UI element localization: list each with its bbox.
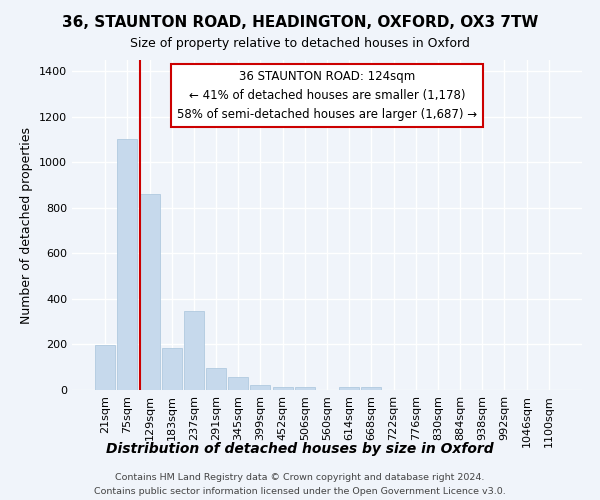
Text: Contains HM Land Registry data © Crown copyright and database right 2024.: Contains HM Land Registry data © Crown c…: [115, 472, 485, 482]
Bar: [339, 388, 359, 390]
Bar: [228, 378, 248, 390]
Bar: [95, 345, 115, 390]
Bar: [140, 194, 160, 390]
Text: 36 STAUNTON ROAD: 124sqm
← 41% of detached houses are smaller (1,178)
58% of sem: 36 STAUNTON ROAD: 124sqm ← 41% of detach…: [177, 70, 477, 121]
Bar: [361, 388, 382, 390]
Bar: [162, 348, 182, 390]
Bar: [250, 385, 271, 390]
Text: Contains public sector information licensed under the Open Government Licence v3: Contains public sector information licen…: [94, 488, 506, 496]
Bar: [295, 388, 315, 390]
Bar: [272, 387, 293, 390]
Text: Distribution of detached houses by size in Oxford: Distribution of detached houses by size …: [106, 442, 494, 456]
Text: Size of property relative to detached houses in Oxford: Size of property relative to detached ho…: [130, 38, 470, 51]
Bar: [184, 310, 204, 390]
Text: 36, STAUNTON ROAD, HEADINGTON, OXFORD, OX3 7TW: 36, STAUNTON ROAD, HEADINGTON, OXFORD, O…: [62, 15, 538, 30]
Bar: [206, 368, 226, 390]
Bar: [118, 138, 137, 390]
Y-axis label: Number of detached properties: Number of detached properties: [20, 126, 34, 324]
